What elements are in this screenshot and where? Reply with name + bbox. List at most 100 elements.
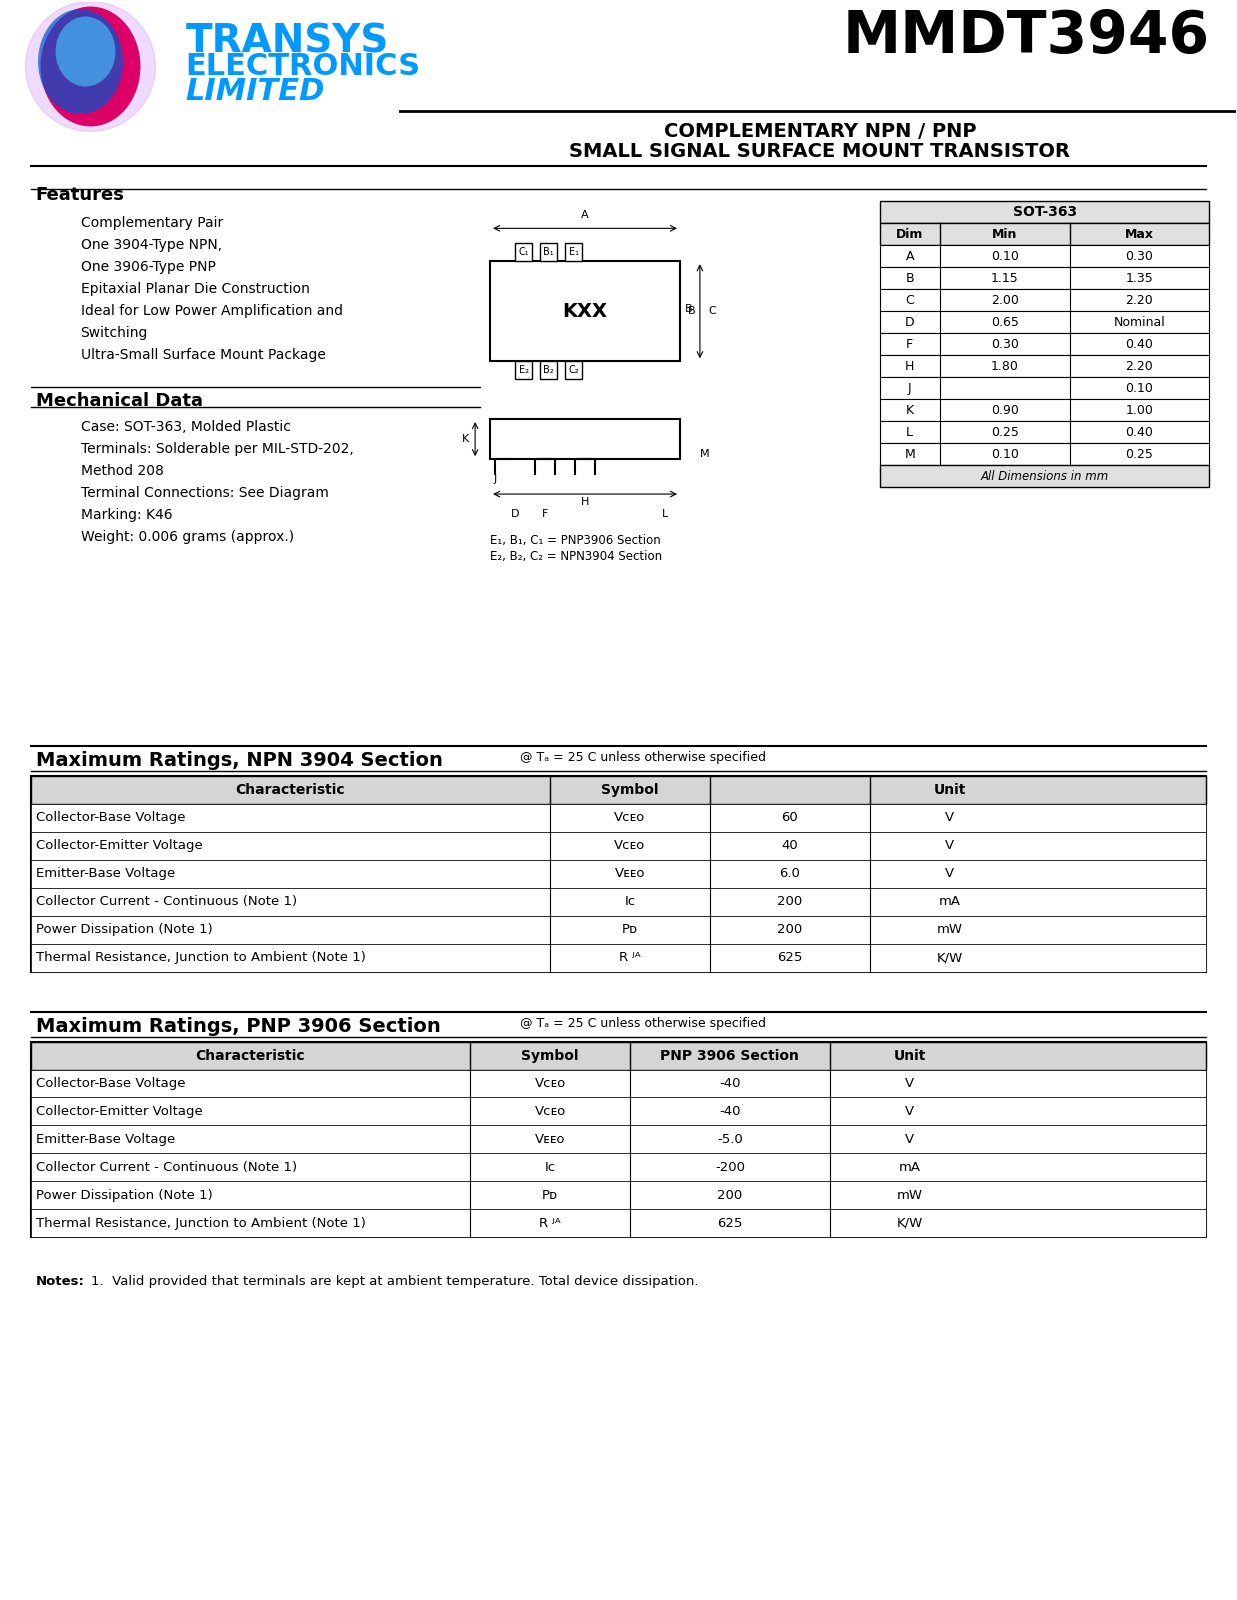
Text: Switching: Switching — [80, 326, 148, 341]
Text: C: C — [905, 294, 914, 307]
Bar — [880, 355, 1210, 378]
Bar — [880, 443, 1210, 466]
Text: 0.10: 0.10 — [1126, 382, 1153, 395]
Text: Notes:: Notes: — [36, 1275, 84, 1288]
Text: PNP 3906 Section: PNP 3906 Section — [661, 1048, 799, 1062]
Text: K: K — [905, 403, 914, 416]
Bar — [880, 290, 1210, 312]
Text: Vᴄᴇᴏ: Vᴄᴇᴏ — [615, 811, 646, 824]
Text: L: L — [907, 426, 913, 438]
Bar — [31, 859, 1206, 888]
Bar — [31, 915, 1206, 944]
Text: 0.30: 0.30 — [991, 338, 1018, 350]
Text: 0.10: 0.10 — [991, 250, 1018, 262]
Bar — [880, 421, 1210, 443]
Text: KXX: KXX — [563, 302, 607, 320]
Bar — [515, 362, 532, 379]
Bar — [31, 1042, 1206, 1069]
Bar — [880, 333, 1210, 355]
Bar — [880, 267, 1210, 290]
Text: L: L — [662, 509, 668, 518]
Bar — [490, 419, 680, 459]
Text: 0.25: 0.25 — [1126, 448, 1153, 461]
Text: Thermal Resistance, Junction to Ambient (Note 1): Thermal Resistance, Junction to Ambient … — [36, 950, 365, 965]
Text: Vᴇᴇᴏ: Vᴇᴇᴏ — [534, 1133, 565, 1146]
Ellipse shape — [41, 6, 141, 126]
Text: Vᴄᴇᴏ: Vᴄᴇᴏ — [534, 1106, 565, 1118]
Text: 1.15: 1.15 — [991, 272, 1018, 285]
Text: Collector Current - Continuous (Note 1): Collector Current - Continuous (Note 1) — [36, 1162, 297, 1174]
Text: V: V — [945, 811, 954, 824]
Text: Emitter-Base Voltage: Emitter-Base Voltage — [36, 1133, 174, 1146]
Circle shape — [26, 2, 156, 131]
Text: C: C — [708, 306, 716, 317]
Text: Collector-Base Voltage: Collector-Base Voltage — [36, 1077, 186, 1090]
Bar — [31, 776, 1206, 971]
Text: Weight: 0.006 grams (approx.): Weight: 0.006 grams (approx.) — [80, 530, 293, 544]
Text: -40: -40 — [719, 1106, 741, 1118]
Text: Features: Features — [36, 186, 125, 205]
Text: 60: 60 — [782, 811, 798, 824]
Text: mA: mA — [939, 894, 961, 909]
Text: 0.65: 0.65 — [991, 315, 1018, 328]
Text: V: V — [945, 840, 954, 853]
Text: Maximum Ratings, NPN 3904 Section: Maximum Ratings, NPN 3904 Section — [36, 750, 443, 770]
Ellipse shape — [56, 16, 115, 86]
Text: 40: 40 — [782, 840, 798, 853]
Bar — [541, 243, 557, 261]
Bar — [31, 832, 1206, 859]
Text: 625: 625 — [717, 1218, 742, 1230]
Text: 6.0: 6.0 — [779, 867, 800, 880]
Text: Ultra-Small Surface Mount Package: Ultra-Small Surface Mount Package — [80, 349, 325, 362]
Text: Iᴄ: Iᴄ — [625, 894, 636, 909]
Text: Power Dissipation (Note 1): Power Dissipation (Note 1) — [36, 923, 213, 936]
Text: M: M — [700, 450, 710, 459]
Text: Max: Max — [1124, 227, 1154, 242]
Text: Pᴅ: Pᴅ — [622, 923, 638, 936]
Text: E₂: E₂ — [518, 365, 528, 374]
Text: B: B — [685, 304, 693, 314]
Text: C₁: C₁ — [518, 248, 529, 258]
Text: 2.20: 2.20 — [1126, 360, 1153, 373]
Text: Pᴅ: Pᴅ — [542, 1189, 558, 1202]
Text: B₁: B₁ — [543, 248, 554, 258]
Text: Maximum Ratings, PNP 3906 Section: Maximum Ratings, PNP 3906 Section — [36, 1016, 440, 1035]
Bar — [31, 803, 1206, 832]
Bar — [31, 1210, 1206, 1237]
Text: 2.20: 2.20 — [1126, 294, 1153, 307]
Bar — [31, 1042, 1206, 1237]
Text: ELECTRONICS: ELECTRONICS — [186, 51, 421, 82]
Text: R ᴶᴬ: R ᴶᴬ — [620, 950, 641, 965]
Bar — [31, 1154, 1206, 1181]
Text: Min: Min — [992, 227, 1017, 242]
Text: Epitaxial Planar Die Construction: Epitaxial Planar Die Construction — [80, 282, 309, 296]
Text: K/W: K/W — [897, 1218, 923, 1230]
Text: Vᴄᴇᴏ: Vᴄᴇᴏ — [615, 840, 646, 853]
Text: 200: 200 — [777, 894, 803, 909]
Bar — [565, 243, 583, 261]
Text: H: H — [581, 498, 589, 507]
Text: Dim: Dim — [896, 227, 923, 242]
Bar — [880, 312, 1210, 333]
Ellipse shape — [38, 10, 122, 114]
Text: B: B — [905, 272, 914, 285]
Text: V: V — [945, 867, 954, 880]
Text: SOT-363: SOT-363 — [1013, 205, 1076, 219]
Text: mW: mW — [936, 923, 962, 936]
Bar — [31, 1125, 1206, 1154]
Text: 2.00: 2.00 — [991, 294, 1018, 307]
Text: B₂: B₂ — [543, 365, 554, 374]
Text: F: F — [542, 509, 548, 518]
Text: Collector-Emitter Voltage: Collector-Emitter Voltage — [36, 1106, 203, 1118]
Text: Marking: K46: Marking: K46 — [80, 509, 172, 522]
Text: Unit: Unit — [893, 1048, 927, 1062]
Bar — [880, 202, 1210, 224]
Text: COMPLEMENTARY NPN / PNP: COMPLEMENTARY NPN / PNP — [663, 122, 976, 141]
Bar — [880, 466, 1210, 486]
Text: LIMITED: LIMITED — [186, 77, 325, 106]
Bar — [31, 1181, 1206, 1210]
Text: 1.80: 1.80 — [991, 360, 1018, 373]
Text: 0.10: 0.10 — [991, 448, 1018, 461]
Text: Characteristic: Characteristic — [195, 1048, 306, 1062]
Text: Iᴄ: Iᴄ — [544, 1162, 555, 1174]
